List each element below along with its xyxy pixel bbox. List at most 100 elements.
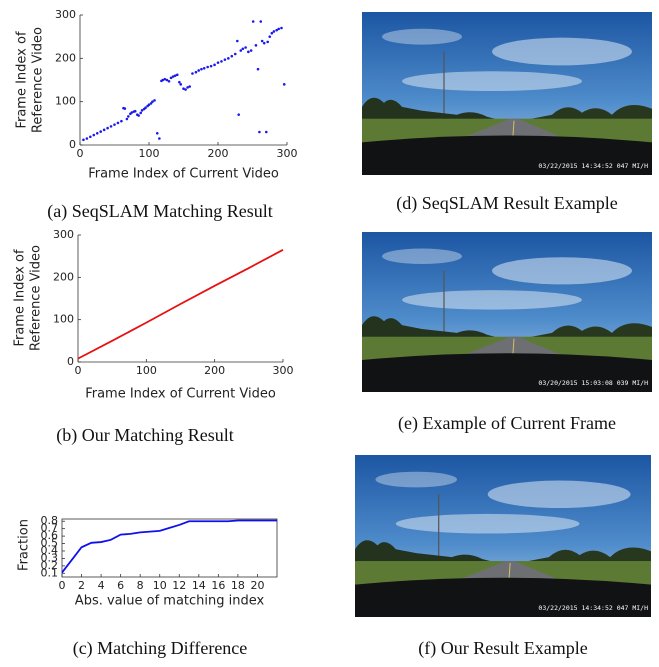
caption: (d) SeqSLAM Result Example (396, 193, 617, 214)
y-axis-label: Fraction (17, 519, 32, 571)
photo (355, 455, 651, 617)
point (197, 69, 200, 72)
point (271, 32, 274, 35)
point (257, 68, 260, 71)
point (261, 40, 264, 43)
x-tick-label: 6 (117, 579, 124, 592)
point (217, 61, 220, 64)
x-tick-label: 0 (75, 364, 82, 377)
point (263, 42, 266, 45)
point (156, 132, 159, 135)
x-tick-label: 8 (137, 579, 144, 592)
y-tick-label: 0.8 (41, 514, 59, 527)
point (200, 68, 203, 71)
x-tick-label: 300 (277, 147, 298, 160)
point (210, 65, 213, 68)
point (93, 134, 96, 137)
point (265, 131, 268, 134)
point (239, 49, 242, 52)
point (139, 112, 142, 115)
point (134, 110, 137, 113)
x-tick-label: 4 (98, 579, 105, 592)
timestamp: 03/22/2015 14:34:52 047 MI/H (538, 162, 648, 170)
y-tick-label: 300 (55, 8, 76, 21)
point (188, 85, 191, 88)
point (203, 67, 206, 70)
point (277, 28, 280, 31)
point (89, 135, 92, 138)
point (178, 81, 181, 84)
point (231, 55, 234, 58)
x-axis-label: Frame Index of Current Video (88, 167, 279, 182)
y-tick-label: 0 (67, 355, 74, 368)
point (236, 40, 239, 43)
line (62, 520, 277, 572)
x-tick-label: 10 (153, 579, 167, 592)
point (252, 20, 255, 23)
point (179, 83, 182, 86)
y-tick-label: 200 (53, 270, 74, 283)
y-tick-label: 300 (53, 228, 74, 241)
x-axis-label: Abs. value of matching index (75, 594, 265, 609)
point (255, 44, 258, 47)
point (176, 74, 179, 77)
point (103, 129, 106, 132)
point (82, 139, 85, 142)
x-tick-label: 200 (208, 147, 229, 160)
point (168, 80, 171, 83)
point (234, 53, 237, 56)
point (127, 115, 130, 118)
x-tick-label: 18 (231, 579, 245, 592)
y-tick-label: 0 (69, 138, 76, 151)
x-tick-label: 300 (273, 364, 294, 377)
timestamp: 03/20/2015 15:03:08 039 MI/H (538, 379, 648, 387)
caption: (c) Matching Difference (73, 638, 248, 659)
figure: 03/22/2015 14:34:52 047 MI/H 03/20/2015 … (0, 0, 659, 667)
point (250, 49, 253, 52)
y-tick-label: 200 (55, 51, 76, 64)
point (195, 71, 198, 74)
point (191, 72, 194, 75)
point (227, 57, 230, 60)
point (237, 113, 240, 116)
y-axis-label: Frame Index of (13, 249, 28, 347)
y-tick-label: 100 (55, 95, 76, 108)
point (213, 64, 216, 67)
x-tick-label: 2 (78, 579, 85, 592)
point (273, 30, 276, 33)
point (266, 41, 269, 44)
point (206, 66, 209, 69)
point (144, 106, 147, 109)
x-tick-label: 20 (250, 579, 264, 592)
point (244, 46, 247, 49)
y-axis-label: Frame Index of (15, 31, 30, 129)
x-tick-label: 16 (211, 579, 225, 592)
x-tick-label: 100 (139, 147, 160, 160)
point (86, 137, 89, 140)
point (153, 99, 156, 102)
y-axis-label: Reference Video (29, 245, 44, 351)
point (106, 127, 109, 130)
caption: (e) Example of Current Frame (398, 413, 616, 434)
point (259, 20, 262, 23)
point (113, 123, 116, 126)
photo (362, 12, 652, 175)
point (242, 48, 245, 51)
x-tick-label: 14 (192, 579, 206, 592)
point (268, 35, 271, 38)
point (117, 122, 120, 125)
y-axis-label: Reference Video (31, 27, 46, 133)
point (224, 58, 227, 61)
point (184, 88, 187, 91)
point (126, 118, 129, 121)
point (110, 125, 113, 128)
x-axis-label: Frame Index of Current Video (85, 387, 276, 402)
point (283, 83, 286, 86)
point (258, 131, 261, 134)
point (280, 27, 283, 30)
y-tick-label: 100 (53, 313, 74, 326)
point (124, 107, 127, 110)
point (247, 51, 250, 54)
point (137, 114, 140, 117)
point (99, 130, 102, 133)
